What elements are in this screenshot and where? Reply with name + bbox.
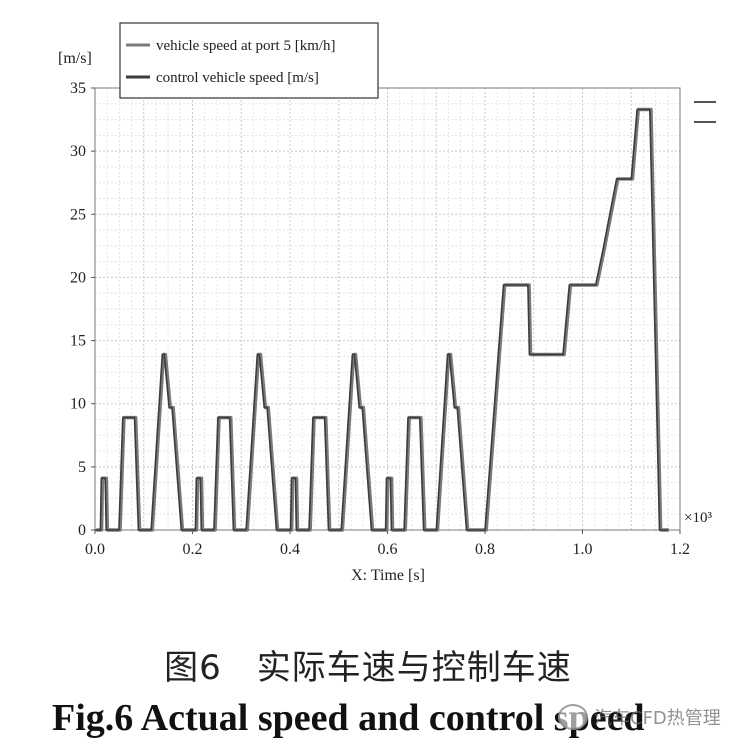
wechat-logo-icon <box>558 704 588 730</box>
y-axis-ticks: 0 5 10 15 20 25 30 35 <box>70 80 95 539</box>
x-tick-label: 0.6 <box>378 541 398 558</box>
watermark: 汽车CFD热管理 <box>558 704 721 730</box>
legend-label-control-speed: control vehicle speed [m/s] <box>156 70 319 86</box>
figure-caption-english: Fig.6 Actual speed and control speed <box>52 697 645 739</box>
x-tick-label: 0.0 <box>85 541 105 558</box>
x-axis-multiplier: ×10³ <box>684 510 712 526</box>
y-tick-label: 0 <box>78 522 86 539</box>
y-tick-label: 15 <box>70 333 86 350</box>
legend: vehicle speed at port 5 [km/h] control v… <box>119 22 379 99</box>
x-tick-label: 1.0 <box>573 541 593 558</box>
y-tick-label: 10 <box>70 396 86 413</box>
x-tick-label: 0.2 <box>183 541 203 558</box>
y-tick-label: 30 <box>70 143 86 160</box>
y-tick-label: 5 <box>78 459 86 476</box>
grid-lines <box>94 87 681 531</box>
series-lines <box>95 107 669 532</box>
y-axis-label: [m/s] <box>58 50 92 67</box>
figure-caption-chinese: 图6 实际车速与控制车速 <box>164 648 572 688</box>
chart-figure: 0 5 10 15 20 25 30 35 0.0 0.2 0.4 0.6 0.8 1.0 1.2 [m/… <box>58 22 716 584</box>
legend-box <box>119 22 379 99</box>
x-tick-label: 1.2 <box>670 541 690 558</box>
x-tick-label: 0.4 <box>280 541 300 558</box>
series-line-control-speed <box>95 108 668 531</box>
x-tick-label: 0.8 <box>475 541 495 558</box>
x-axis-ticks: 0.0 0.2 0.4 0.6 0.8 1.0 1.2 <box>85 530 690 558</box>
watermark-text: 汽车CFD热管理 <box>594 708 721 729</box>
x-axis-label: X: Time [s] <box>351 567 425 584</box>
y-tick-label: 35 <box>70 80 86 97</box>
legend-label-vehicle-speed: vehicle speed at port 5 [km/h] <box>156 38 336 54</box>
y-tick-label: 20 <box>70 269 86 286</box>
y-tick-label: 25 <box>70 206 86 223</box>
